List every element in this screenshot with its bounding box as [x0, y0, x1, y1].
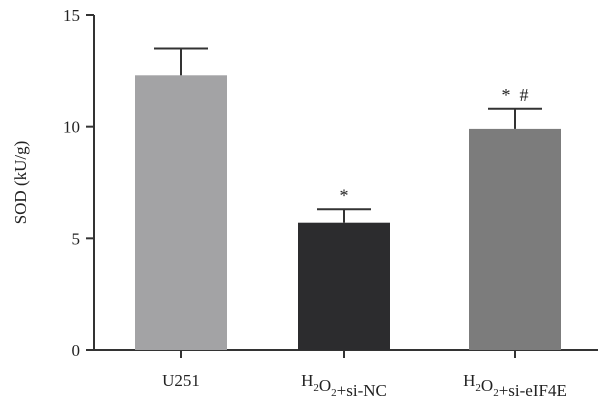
y-axis-title: SOD (kU/g) [11, 141, 30, 225]
y-tick-label-0: 0 [72, 341, 81, 360]
category-label-1: H2O2+si-NC [301, 371, 387, 400]
category-label-2: H2O2+si-eIF4E [463, 371, 567, 400]
significance-mark-2: * # [502, 85, 529, 105]
bars [135, 47, 561, 351]
category-label-0: U251 [162, 371, 200, 390]
y-tick-label-2: 10 [63, 118, 80, 137]
bar-1 [298, 222, 390, 350]
significance-mark-1: * [340, 185, 349, 205]
bar-0 [135, 75, 227, 351]
labels: U251 * H2O2+si-NC * # H2O2+si-eIF4E [162, 85, 567, 400]
y-tick-label-1: 5 [72, 229, 81, 248]
bar-2 [469, 128, 561, 350]
y-tick-label-3: 15 [63, 6, 80, 25]
